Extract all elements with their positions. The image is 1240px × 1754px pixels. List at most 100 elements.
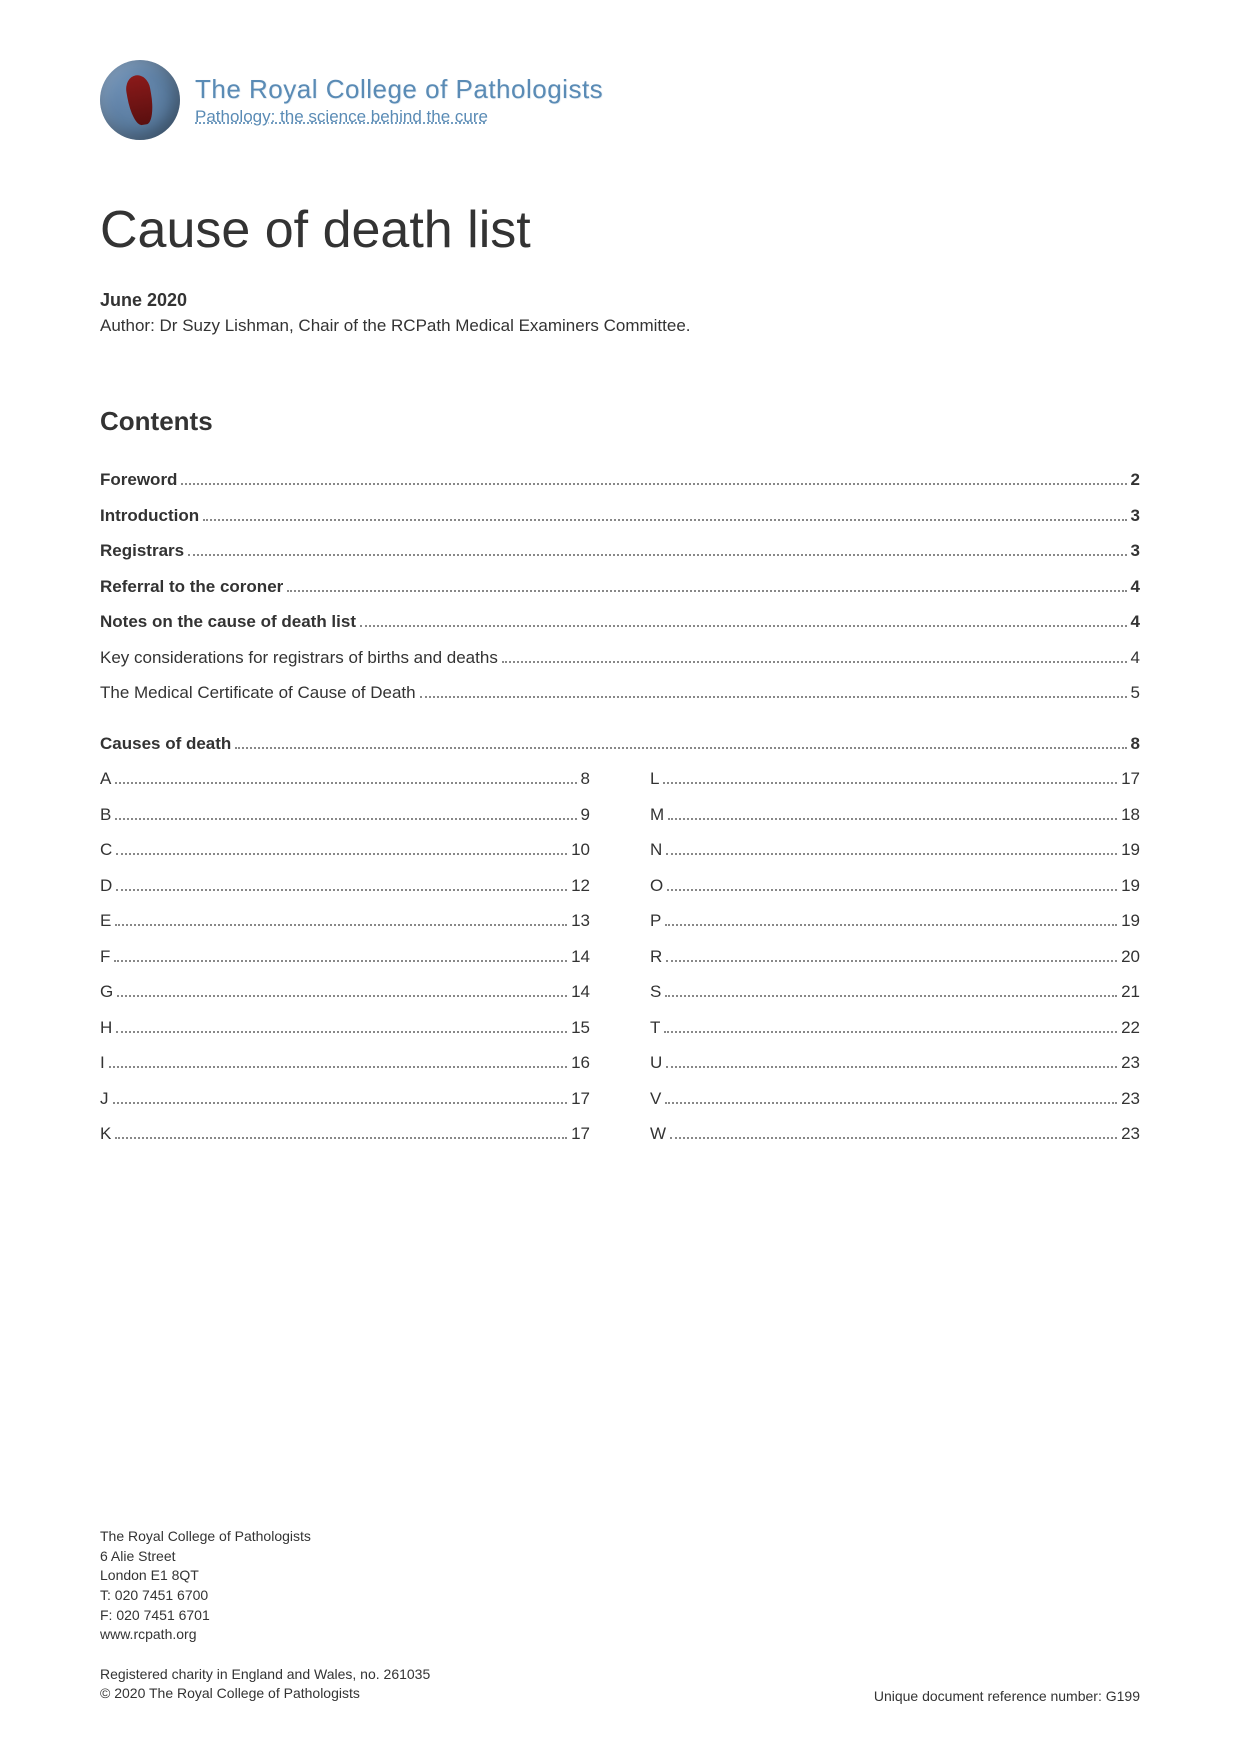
toc-entry[interactable]: N 19: [650, 837, 1140, 863]
toc-entry[interactable]: W 23: [650, 1121, 1140, 1147]
toc-entry-page: 10: [571, 837, 590, 863]
toc-entry[interactable]: B9: [100, 802, 590, 828]
toc-entry[interactable]: Referral to the coroner4: [100, 574, 1140, 600]
toc-entry[interactable]: Introduction3: [100, 503, 1140, 529]
toc-entry-label: C: [100, 837, 112, 863]
toc-leader-dots: [117, 995, 567, 997]
header-logo: The Royal College of Pathologists Pathol…: [100, 60, 1140, 140]
toc-entry[interactable]: P 19: [650, 908, 1140, 934]
toc-entry-page: 23: [1121, 1121, 1140, 1147]
toc-entry[interactable]: L17: [650, 766, 1140, 792]
toc-entry[interactable]: U 23: [650, 1050, 1140, 1076]
toc-entry[interactable]: V 23: [650, 1086, 1140, 1112]
toc-leader-dots: [188, 554, 1126, 556]
toc-leader-dots: [665, 1102, 1117, 1104]
toc-entry-page: 23: [1121, 1086, 1140, 1112]
toc-leader-dots: [670, 1137, 1117, 1139]
toc-entry[interactable]: I 16: [100, 1050, 590, 1076]
toc-entry[interactable]: C 10: [100, 837, 590, 863]
toc-entry-label: J: [100, 1086, 109, 1112]
toc-entry-page: 17: [571, 1121, 590, 1147]
toc-leader-dots: [665, 924, 1117, 926]
toc-leader-dots: [116, 1031, 567, 1033]
footer: The Royal College of Pathologists 6 Alie…: [100, 1527, 1140, 1704]
toc-entry-page: 2: [1131, 467, 1140, 493]
toc-entry[interactable]: M18: [650, 802, 1140, 828]
toc-leader-dots: [115, 1137, 567, 1139]
toc-entry-page: 19: [1121, 908, 1140, 934]
toc-entry-label: P: [650, 908, 661, 934]
footer-fax: F: 020 7451 6701: [100, 1606, 1140, 1626]
toc-entry[interactable]: R 20: [650, 944, 1140, 970]
toc-leader-dots: [666, 1066, 1117, 1068]
toc-leader-dots: [664, 1031, 1117, 1033]
toc-entry-page: 12: [571, 873, 590, 899]
footer-charity: Registered charity in England and Wales,…: [100, 1665, 430, 1685]
toc-entry[interactable]: D12: [100, 873, 590, 899]
footer-address-block: The Royal College of Pathologists 6 Alie…: [100, 1527, 1140, 1645]
toc-entry-label: E: [100, 908, 111, 934]
toc-entry[interactable]: H15: [100, 1015, 590, 1041]
toc-entry[interactable]: A8: [100, 766, 590, 792]
toc-entry-page: 9: [581, 802, 590, 828]
toc-entry-label: N: [650, 837, 662, 863]
toc-entry-label: V: [650, 1086, 661, 1112]
toc-entry-label: I: [100, 1050, 105, 1076]
toc-alpha-left-column: A8B9C10D12E13F14G14H15I16J17K17: [100, 766, 590, 1157]
toc-entry-page: 13: [571, 908, 590, 934]
toc-leader-dots: [667, 889, 1117, 891]
toc-entry-page: 23: [1121, 1050, 1140, 1076]
toc-entry[interactable]: O19: [650, 873, 1140, 899]
toc-entry-label: R: [650, 944, 662, 970]
toc-entry[interactable]: Notes on the cause of death list4: [100, 609, 1140, 635]
toc-entry-label: Foreword: [100, 467, 177, 493]
toc-entry-page: 19: [1121, 837, 1140, 863]
toc-entry-page: 17: [571, 1086, 590, 1112]
toc-leader-dots: [663, 782, 1117, 784]
toc-entry-label: B: [100, 802, 111, 828]
toc-entry-label: M: [650, 802, 664, 828]
footer-org: The Royal College of Pathologists: [100, 1527, 1140, 1547]
page-title: Cause of death list: [100, 200, 1140, 260]
toc-entry-page: 16: [571, 1050, 590, 1076]
toc-leader-dots: [502, 661, 1127, 663]
toc-entry-page: 20: [1121, 944, 1140, 970]
toc-entry[interactable]: T22: [650, 1015, 1140, 1041]
toc-entry-label: L: [650, 766, 659, 792]
footer-left-block: Registered charity in England and Wales,…: [100, 1665, 430, 1704]
toc-causes-heading: Causes of death 8: [100, 731, 1140, 757]
toc-entry-page: 22: [1121, 1015, 1140, 1041]
document-author: Author: Dr Suzy Lishman, Chair of the RC…: [100, 316, 1140, 336]
toc-entry-label: The Medical Certificate of Cause of Deat…: [100, 680, 416, 706]
toc-entry[interactable]: F14: [100, 944, 590, 970]
toc-entry-label: Referral to the coroner: [100, 574, 283, 600]
toc-leader-dots: [360, 625, 1127, 627]
toc-entry-label: Introduction: [100, 503, 199, 529]
toc-entry[interactable]: S21: [650, 979, 1140, 1005]
toc-entry-label: G: [100, 979, 113, 1005]
toc-alpha-columns: A8B9C10D12E13F14G14H15I16J17K17 L17M18N1…: [100, 766, 1140, 1157]
toc-entry[interactable]: J 17: [100, 1086, 590, 1112]
toc-entry-label: U: [650, 1050, 662, 1076]
toc-entry[interactable]: G 14: [100, 979, 590, 1005]
toc-entry-label: Causes of death: [100, 731, 231, 757]
toc-entry-page: 14: [571, 979, 590, 1005]
toc-entry[interactable]: The Medical Certificate of Cause of Deat…: [100, 680, 1140, 706]
toc-entry-label: A: [100, 766, 111, 792]
logo-title: The Royal College of Pathologists: [195, 74, 603, 105]
toc-entry[interactable]: Registrars3: [100, 538, 1140, 564]
toc-leader-dots: [203, 519, 1126, 521]
toc-entry-label: S: [650, 979, 661, 1005]
toc-entry[interactable]: K17: [100, 1121, 590, 1147]
toc-main-section: Foreword 2 Introduction3 Registrars3 Referra…: [100, 467, 1140, 706]
toc-entry-page: 8: [581, 766, 590, 792]
toc-entry-page: 14: [571, 944, 590, 970]
toc-entry[interactable]: Foreword 2: [100, 467, 1140, 493]
toc-entry[interactable]: E 13: [100, 908, 590, 934]
toc-entry-page: 15: [571, 1015, 590, 1041]
logo-tagline: Pathology: the science behind the cure: [195, 107, 603, 127]
toc-leader-dots: [181, 483, 1126, 485]
toc-entry-label: W: [650, 1121, 666, 1147]
toc-entry-page: 4: [1131, 645, 1140, 671]
toc-entry[interactable]: Key considerations for registrars of bir…: [100, 645, 1140, 671]
